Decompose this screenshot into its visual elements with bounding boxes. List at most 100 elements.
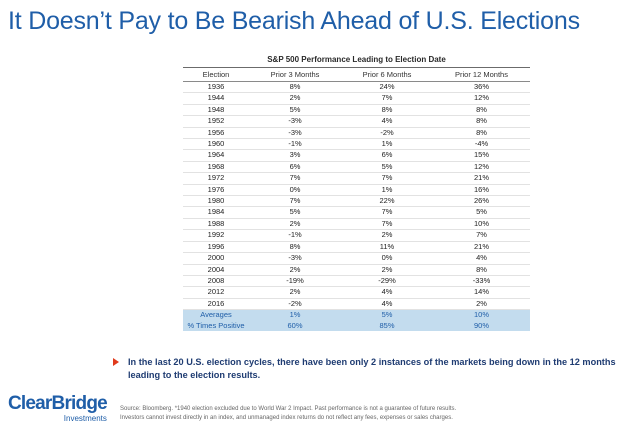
table-row: 1968 6% 5% 12% [183, 161, 530, 174]
value-cell: 1% [341, 138, 433, 151]
row-label-cell: 1936 [183, 81, 249, 94]
value-cell: -19% [249, 275, 341, 288]
table-row: 2000 -3% 0% 4% [183, 252, 530, 265]
value-cell: 36% [433, 81, 530, 94]
value-cell: 2% [249, 218, 341, 231]
value-cell: 4% [433, 252, 530, 265]
row-label-cell: 1988 [183, 218, 249, 231]
value-cell: 8% [341, 104, 433, 117]
table-row: 2004 2% 2% 8% [183, 264, 530, 276]
row-label-cell: 2016 [183, 298, 249, 311]
row-label-cell: 1984 [183, 206, 249, 219]
value-cell: 21% [433, 241, 530, 254]
value-cell: 15% [433, 149, 530, 162]
source-line: Investors cannot invest directly in an i… [120, 415, 453, 421]
column-header: Prior 3 Months [249, 68, 341, 82]
value-cell: 5% [341, 309, 433, 321]
value-cell: 10% [433, 309, 530, 321]
value-cell: 7% [341, 172, 433, 185]
performance-table: S&P 500 Performance Leading to Election … [183, 55, 530, 331]
value-cell: 7% [249, 195, 341, 208]
value-cell: -29% [341, 275, 433, 288]
value-cell: 2% [249, 286, 341, 299]
value-cell: -3% [249, 127, 341, 140]
value-cell: -2% [249, 298, 341, 311]
value-cell: 26% [433, 195, 530, 208]
value-cell: 8% [249, 241, 341, 254]
value-cell: 3% [249, 149, 341, 162]
row-label-cell: 1948 [183, 104, 249, 117]
table-row: 1952 -3% 4% 8% [183, 115, 530, 128]
row-label-cell: 1952 [183, 115, 249, 128]
summary-row: Averages 1% 5% 10% [183, 309, 530, 321]
value-cell: 6% [249, 161, 341, 174]
table-row: 1936 8% 24% 36% [183, 81, 530, 94]
value-cell: 14% [433, 286, 530, 299]
value-cell: 85% [341, 320, 433, 331]
value-cell: 60% [249, 320, 341, 331]
value-cell: 4% [341, 298, 433, 311]
value-cell: 7% [341, 218, 433, 231]
table-row: 2016 -2% 4% 2% [183, 298, 530, 311]
value-cell: 8% [433, 127, 530, 140]
table-row: 2008 -19% -29% -33% [183, 275, 530, 288]
table-heading: S&P 500 Performance Leading to Election … [183, 55, 530, 68]
table-row: 1976 0% 1% 16% [183, 184, 530, 197]
column-header: Prior 6 Months [341, 68, 433, 82]
column-header: Prior 12 Months [433, 68, 530, 82]
table-body: 1936 8% 24% 36% 1944 2% 7% 12% 1948 5% 8% 8% 1952 -3%… [183, 81, 530, 311]
table-row: 1992 -1% 2% 7% [183, 229, 530, 242]
value-cell: 16% [433, 184, 530, 197]
logo-subtitle: Investments [63, 414, 107, 423]
header-row: Election Prior 3 Months Prior 6 Months P… [183, 68, 530, 82]
value-cell: 7% [249, 172, 341, 185]
value-cell: 2% [341, 264, 433, 276]
table-row: 1964 3% 6% 15% [183, 149, 530, 162]
value-cell: 4% [341, 115, 433, 128]
value-cell: -1% [249, 229, 341, 242]
data-table: Election Prior 3 Months Prior 6 Months P… [183, 68, 530, 331]
value-cell: 1% [341, 184, 433, 197]
slide-title: It Doesn’t Pay to Be Bearish Ahead of U.… [8, 7, 580, 35]
value-cell: 7% [341, 206, 433, 219]
table-row: 2012 2% 4% 14% [183, 286, 530, 299]
table-row: 1996 8% 11% 21% [183, 241, 530, 254]
row-label-cell: 1992 [183, 229, 249, 242]
value-cell: 5% [341, 161, 433, 174]
source-line: Source: Bloomberg. *1940 election exclud… [120, 406, 457, 412]
callout-text: In the last 20 U.S. election cycles, the… [128, 357, 616, 380]
value-cell: 11% [341, 241, 433, 254]
logo-wordmark: ClearBridge [8, 393, 108, 414]
value-cell: 2% [249, 264, 341, 276]
table-summary: Averages 1% 5% 10%% Times Positive 60% 85% 90% [183, 309, 530, 331]
value-cell: 5% [249, 206, 341, 219]
value-cell: 5% [433, 206, 530, 219]
row-label-cell: 2004 [183, 264, 249, 276]
column-header: Election [183, 68, 249, 82]
value-cell: 10% [433, 218, 530, 231]
table-row: 1972 7% 7% 21% [183, 172, 530, 185]
value-cell: -3% [249, 115, 341, 128]
value-cell: 5% [249, 104, 341, 117]
source-note: Source: Bloomberg. *1940 election exclud… [120, 405, 620, 423]
row-label-cell: 1956 [183, 127, 249, 140]
clearbridge-logo: ClearBridge Investments [8, 393, 108, 423]
value-cell: 1% [249, 309, 341, 321]
table-row: 1984 5% 7% 5% [183, 206, 530, 219]
row-label-cell: 1980 [183, 195, 249, 208]
value-cell: 12% [433, 161, 530, 174]
row-label-cell: 1972 [183, 172, 249, 185]
row-label-cell: 1976 [183, 184, 249, 197]
value-cell: 4% [341, 286, 433, 299]
summary-row: % Times Positive 60% 85% 90% [183, 320, 530, 331]
value-cell: 2% [341, 229, 433, 242]
value-cell: 8% [249, 81, 341, 94]
value-cell: 7% [433, 229, 530, 242]
table-row: 1980 7% 22% 26% [183, 195, 530, 208]
row-label-cell: 1996 [183, 241, 249, 254]
value-cell: -3% [249, 252, 341, 265]
row-label-cell: 1964 [183, 149, 249, 162]
row-label-cell: 1944 [183, 92, 249, 105]
value-cell: 8% [433, 115, 530, 128]
row-label-cell: Averages [183, 309, 249, 321]
